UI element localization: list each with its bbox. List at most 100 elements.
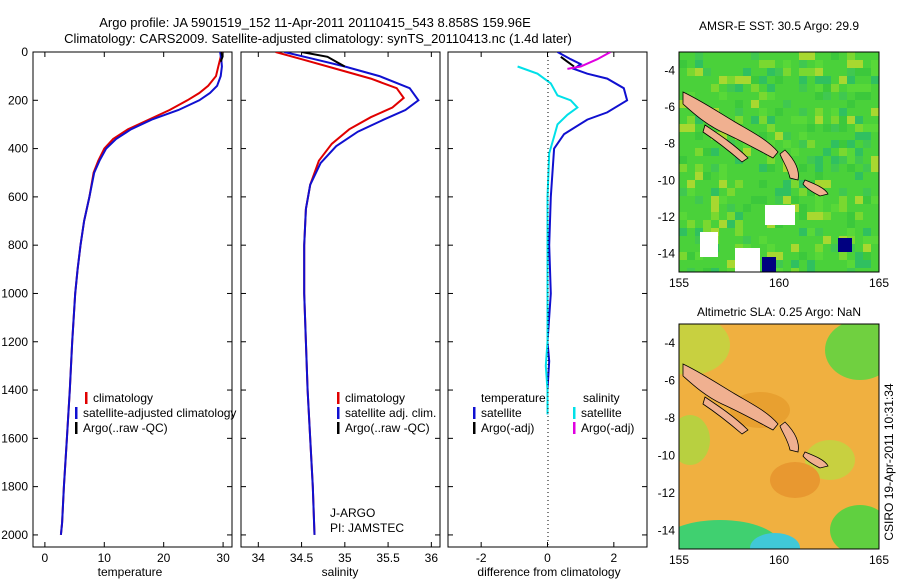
sst-cell xyxy=(847,268,855,272)
sst-cell xyxy=(815,228,823,236)
sst-cell xyxy=(871,76,879,84)
sst-cell xyxy=(847,148,855,156)
sst-cell xyxy=(783,196,791,204)
sst-cell xyxy=(743,148,751,156)
sst-cell xyxy=(855,212,863,220)
map-y-tick-label: -4 xyxy=(664,63,675,77)
map-y-tick-label: -12 xyxy=(658,486,676,500)
sst-cell xyxy=(719,196,727,204)
sst-cell xyxy=(831,156,839,164)
sst-cell xyxy=(791,148,799,156)
sst-cell xyxy=(783,180,791,188)
legend-swatch-salinity-argo xyxy=(573,422,576,434)
sst-cell xyxy=(695,252,703,260)
sst-cell xyxy=(863,228,871,236)
sst-cell xyxy=(687,252,695,260)
map-y-tick-label: -14 xyxy=(658,523,676,537)
sst-cell xyxy=(719,172,727,180)
sla-coastlines xyxy=(682,363,829,469)
sst-cell xyxy=(839,76,847,84)
sst-missing-data xyxy=(765,205,795,225)
sst-cell xyxy=(863,164,871,172)
sst-cell xyxy=(679,164,687,172)
sst-cell xyxy=(799,164,807,172)
sst-cell xyxy=(719,76,727,84)
sst-cell xyxy=(855,260,863,268)
project-label: J-ARGO xyxy=(330,506,375,520)
legend-label-argo: Argo(..raw -QC) xyxy=(345,421,430,435)
sst-cell xyxy=(711,188,719,196)
sst-cell xyxy=(711,204,719,212)
sst-cell xyxy=(847,52,855,60)
sst-cell xyxy=(839,92,847,100)
sst-cell xyxy=(743,204,751,212)
legend-heading-temperature: temperature xyxy=(481,391,546,405)
sst-cell xyxy=(775,252,783,260)
map-y-tick-label: -8 xyxy=(664,137,675,151)
sst-cell xyxy=(783,60,791,68)
legend-swatch-temperature-satellite xyxy=(473,407,476,419)
sst-cell xyxy=(703,148,711,156)
sst-cell xyxy=(815,196,823,204)
sst-cell xyxy=(807,188,815,196)
sst-cell xyxy=(695,52,703,60)
sst-cell xyxy=(743,76,751,84)
sst-cell xyxy=(719,132,727,140)
sst-cell xyxy=(855,172,863,180)
sst-cell xyxy=(815,172,823,180)
sst-cell xyxy=(735,116,743,124)
sst-cell xyxy=(679,228,687,236)
sst-cell xyxy=(687,116,695,124)
sst-cell xyxy=(759,76,767,84)
sst-cell xyxy=(767,156,775,164)
sla-region xyxy=(805,440,855,480)
x-tick-label: 20 xyxy=(157,551,171,565)
sst-cell xyxy=(727,268,735,272)
sst-cell xyxy=(831,204,839,212)
sst-cell xyxy=(799,252,807,260)
sst-cell xyxy=(847,100,855,108)
sst-cell xyxy=(855,124,863,132)
sst-cell xyxy=(767,164,775,172)
sst-cell xyxy=(847,84,855,92)
sst-cell xyxy=(719,92,727,100)
sst-cell xyxy=(807,268,815,272)
sst-cell xyxy=(863,236,871,244)
sst-cell xyxy=(711,84,719,92)
map-y-tick-label: -4 xyxy=(664,336,675,350)
sst-cell xyxy=(815,212,823,220)
salinity-legend: climatology satellite adj. clim. Argo(..… xyxy=(337,391,436,435)
sst-cell xyxy=(855,156,863,164)
sst-cell xyxy=(847,156,855,164)
map-x-tick-label: 165 xyxy=(869,276,889,290)
legend-heading-salinity: salinity xyxy=(583,391,620,405)
sst-cell xyxy=(767,252,775,260)
sst-cell xyxy=(743,68,751,76)
difference-lines xyxy=(517,52,629,415)
sst-cell xyxy=(863,260,871,268)
sst-cell xyxy=(847,164,855,172)
island-coastline xyxy=(802,179,829,197)
sst-cell xyxy=(799,108,807,116)
y-tick-label: 1600 xyxy=(1,431,28,445)
y-tick-label: 200 xyxy=(8,93,28,107)
sst-cell xyxy=(711,148,719,156)
sst-cell xyxy=(839,196,847,204)
legend-label-climatology: climatology xyxy=(345,391,405,405)
y-tick-label: 1400 xyxy=(1,383,28,397)
sst-cell xyxy=(815,252,823,260)
sst-cell xyxy=(743,236,751,244)
sst-cell xyxy=(799,68,807,76)
sst-cell xyxy=(863,124,871,132)
sst-cell xyxy=(735,156,743,164)
map-y-tick-label: -10 xyxy=(658,448,676,462)
legend-label-temperature-argo: Argo(-adj) xyxy=(481,421,534,435)
sst-cell xyxy=(831,164,839,172)
sst-cell xyxy=(751,76,759,84)
legend-label-salinity-satellite: satellite xyxy=(581,406,622,420)
sla-map xyxy=(679,324,879,549)
x-tick-label: 35.5 xyxy=(376,551,400,565)
salinity-xlabel: salinity xyxy=(322,565,359,579)
sla-region xyxy=(750,533,800,549)
